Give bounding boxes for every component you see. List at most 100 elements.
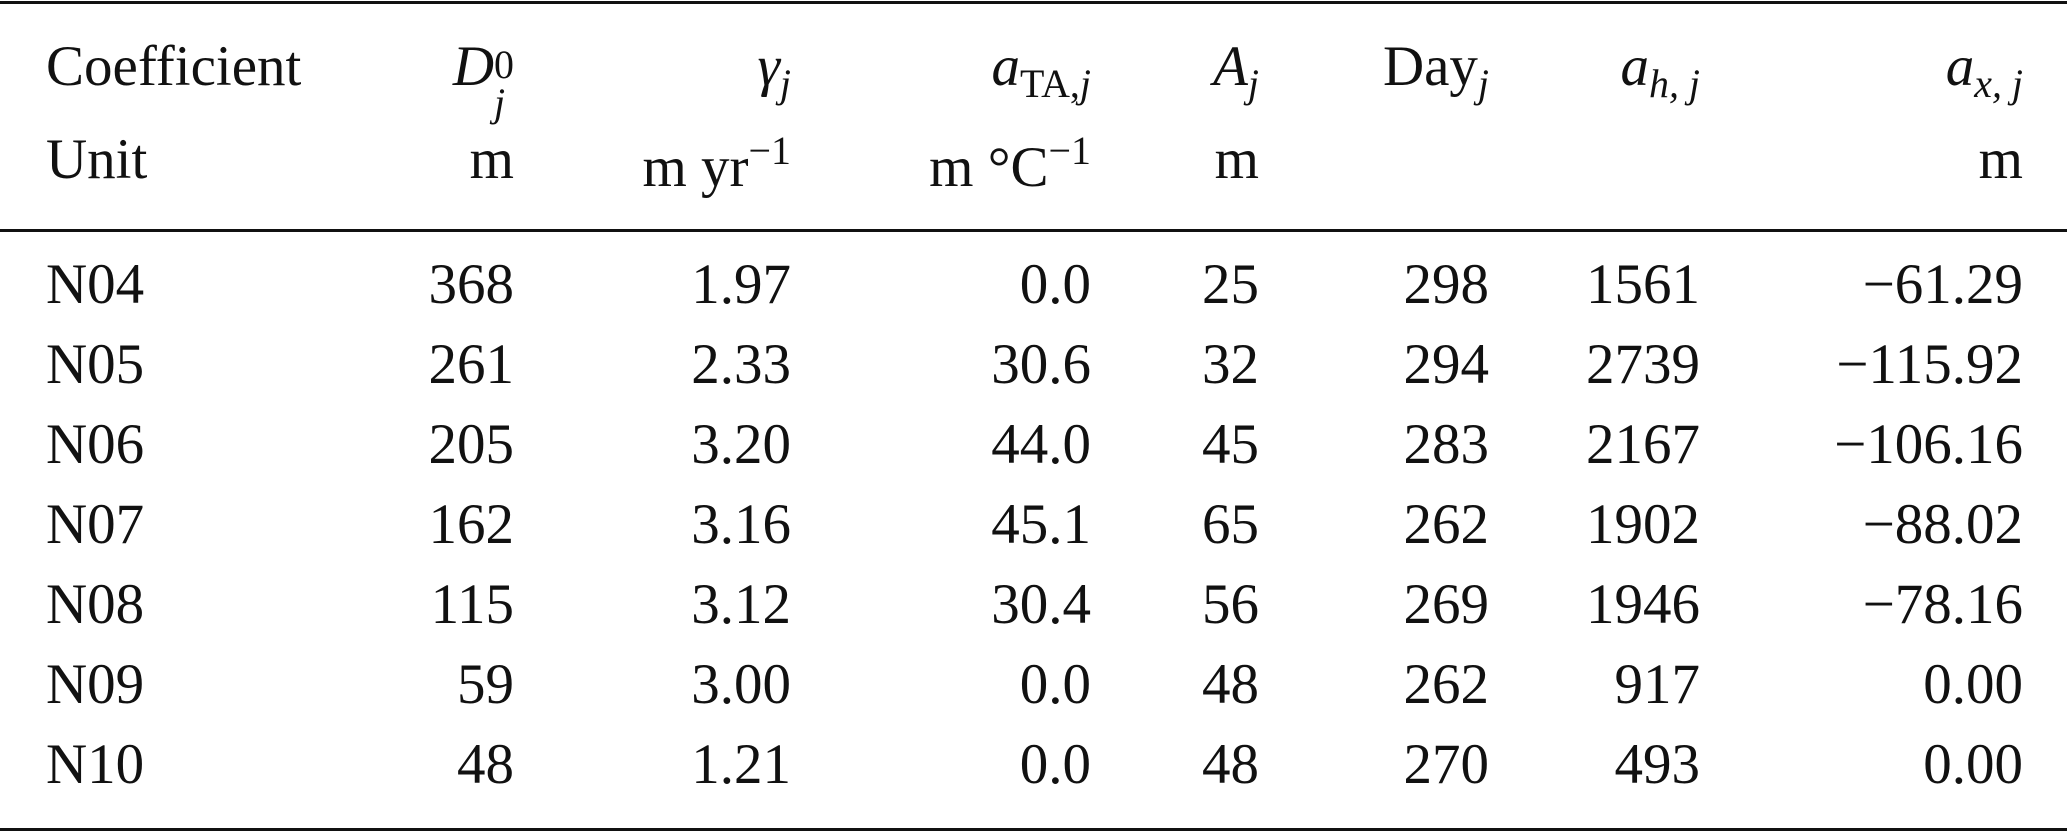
table-cell: 2.33 (691, 333, 791, 396)
table-cell: 56 (1202, 573, 1259, 636)
header-sub: j (494, 80, 506, 126)
table-cell: 48 (1202, 653, 1259, 716)
table-cell: 2739 (1586, 333, 1700, 396)
table-cell: 1561 (1586, 253, 1700, 316)
header-symbol: a (1620, 35, 1650, 98)
table-cell: 45 (1202, 413, 1259, 476)
unit-text: m (1978, 128, 2023, 191)
column-unit: m yr−1 (642, 131, 791, 196)
row-name: N10 (46, 733, 145, 796)
table-cell: 205 (428, 413, 515, 476)
header-sub: x, j (1974, 61, 2023, 106)
table-cell: 294 (1403, 333, 1490, 396)
table-cell: 3.16 (691, 493, 791, 556)
table-cell: 1.97 (691, 253, 791, 316)
header-sub-index: j (1079, 60, 1091, 106)
header-symbol: a (1945, 35, 1975, 98)
header-sub-index: j (1477, 60, 1489, 106)
column-header: γj (757, 38, 791, 104)
table-cell: 283 (1403, 413, 1490, 476)
table-cell: 261 (428, 333, 515, 396)
header-sub-index: x, j (1974, 60, 2023, 106)
header-symbol: γ (757, 35, 780, 98)
column-header: aTA,j (991, 38, 1091, 104)
table-cell: −78.16 (1862, 573, 2023, 636)
header-sub: h, j (1649, 61, 1700, 106)
header-sub: j (1478, 61, 1489, 106)
table-cell: −61.29 (1862, 253, 2023, 316)
row-name: N08 (46, 573, 145, 636)
row-name: N07 (46, 493, 145, 556)
header-symbol: A (1213, 35, 1248, 98)
header-sub: TA,j (1020, 61, 1091, 106)
table-cell: −106.16 (1834, 413, 2023, 476)
table-cell: 44.0 (991, 413, 1091, 476)
table-cell: 59 (457, 653, 514, 716)
unit-text: m (1214, 128, 1259, 191)
table-cell: 917 (1614, 653, 1701, 716)
column-header: ah, j (1621, 38, 1700, 104)
header-sub-index: j (779, 60, 791, 106)
table-cell: 48 (1202, 733, 1259, 796)
table-cell: 1946 (1586, 573, 1700, 636)
table-cell: 0.00 (1923, 653, 2023, 716)
header-symbol: Day (1382, 35, 1478, 98)
column-unit: m (1979, 131, 2023, 188)
table-cell: 493 (1614, 733, 1701, 796)
table-cell: 115 (430, 573, 514, 636)
column-unit: m (1215, 131, 1259, 188)
table-cell: 0.0 (1019, 653, 1091, 716)
unit-exponent: −1 (1048, 128, 1091, 173)
unit-text: m yr (642, 135, 749, 199)
header-sub: j (780, 61, 791, 106)
table-cell: 3.12 (691, 573, 791, 636)
table-cell: 0.0 (1019, 253, 1091, 316)
table-cell: 298 (1403, 253, 1490, 316)
table-cell: −88.02 (1862, 493, 2023, 556)
header-sub-index: h, j (1649, 60, 1700, 106)
column-header: Aj (1213, 38, 1259, 104)
table-cell: 25 (1202, 253, 1259, 316)
table-cell: 48 (457, 733, 514, 796)
column-unit: m °C−1 (929, 131, 1091, 196)
unit-exponent: −1 (748, 128, 791, 173)
column-header: Dayj (1383, 38, 1489, 104)
table-cell: 368 (428, 253, 515, 316)
column-unit: m (470, 131, 514, 188)
row-name: N05 (46, 333, 145, 396)
header-symbol: a (991, 35, 1020, 98)
table-cell: 30.6 (991, 333, 1091, 396)
header-coefficient-label: Coefficient (46, 35, 302, 98)
table-cell: 262 (1403, 493, 1490, 556)
unit-text: m (469, 128, 514, 191)
top-rule (0, 1, 2067, 4)
header-sub-index: j (1247, 60, 1259, 106)
header-sup: 0 (494, 42, 514, 88)
table-cell: 32 (1202, 333, 1259, 396)
row-name: N04 (46, 253, 145, 316)
header-sub: j (1248, 61, 1259, 106)
column-header: ax, j (1946, 38, 2023, 104)
row-name: N06 (46, 413, 145, 476)
table-cell: 45.1 (991, 493, 1091, 556)
header-unit-label: Unit (46, 128, 148, 191)
table-cell: 270 (1403, 733, 1490, 796)
table-cell: 269 (1403, 573, 1490, 636)
table-cell: 2167 (1586, 413, 1700, 476)
table-cell: 0.00 (1923, 733, 2023, 796)
table-cell: 3.00 (691, 653, 791, 716)
table-cell: 0.0 (1019, 733, 1091, 796)
header-symbol: D (452, 35, 495, 98)
table-cell: −115.92 (1836, 333, 2023, 396)
row-name: N09 (46, 653, 145, 716)
table-cell: 1.21 (691, 733, 791, 796)
bottom-rule (0, 828, 2067, 831)
table-cell: 162 (428, 493, 515, 556)
unit-text: m °C (929, 135, 1049, 199)
table-cell: 30.4 (991, 573, 1091, 636)
table-cell: 262 (1403, 653, 1490, 716)
table-cell: 3.20 (691, 413, 791, 476)
